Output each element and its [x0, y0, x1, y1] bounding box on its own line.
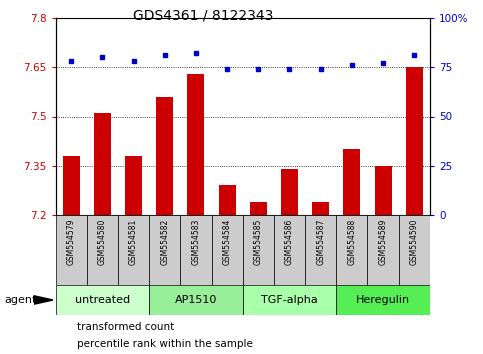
Bar: [180, 215, 212, 285]
Text: GSM554579: GSM554579: [67, 218, 76, 265]
Bar: [398, 215, 430, 285]
Bar: [242, 285, 336, 315]
Bar: [125, 156, 142, 215]
Bar: [56, 215, 87, 285]
Bar: [336, 285, 430, 315]
Bar: [274, 215, 305, 285]
Bar: [406, 67, 423, 215]
Bar: [63, 156, 80, 215]
Text: Heregulin: Heregulin: [356, 295, 410, 305]
Bar: [87, 215, 118, 285]
Text: untreated: untreated: [75, 295, 130, 305]
Text: GSM554585: GSM554585: [254, 218, 263, 265]
Bar: [187, 74, 204, 215]
Bar: [336, 215, 368, 285]
Bar: [149, 285, 242, 315]
Text: transformed count: transformed count: [77, 322, 174, 332]
Text: GSM554586: GSM554586: [285, 218, 294, 265]
Polygon shape: [34, 296, 53, 304]
Text: GSM554581: GSM554581: [129, 218, 138, 265]
Bar: [218, 185, 236, 215]
Bar: [118, 215, 149, 285]
Text: percentile rank within the sample: percentile rank within the sample: [77, 339, 253, 349]
Text: GSM554589: GSM554589: [379, 218, 387, 265]
Text: GSM554580: GSM554580: [98, 218, 107, 265]
Text: TGF-alpha: TGF-alpha: [261, 295, 318, 305]
Bar: [305, 215, 336, 285]
Bar: [312, 202, 329, 215]
Text: GSM554582: GSM554582: [160, 218, 169, 265]
Text: GSM554583: GSM554583: [191, 218, 200, 265]
Bar: [343, 149, 360, 215]
Bar: [242, 215, 274, 285]
Bar: [368, 215, 398, 285]
Bar: [149, 215, 180, 285]
Bar: [212, 215, 242, 285]
Text: GSM554590: GSM554590: [410, 218, 419, 265]
Text: AP1510: AP1510: [175, 295, 217, 305]
Bar: [281, 169, 298, 215]
Bar: [94, 113, 111, 215]
Bar: [374, 166, 392, 215]
Text: GSM554587: GSM554587: [316, 218, 325, 265]
Text: agent: agent: [5, 295, 37, 305]
Bar: [156, 97, 173, 215]
Text: GSM554588: GSM554588: [347, 218, 356, 265]
Bar: [250, 202, 267, 215]
Text: GSM554584: GSM554584: [223, 218, 232, 265]
Text: GDS4361 / 8122343: GDS4361 / 8122343: [133, 9, 273, 23]
Bar: [56, 285, 149, 315]
